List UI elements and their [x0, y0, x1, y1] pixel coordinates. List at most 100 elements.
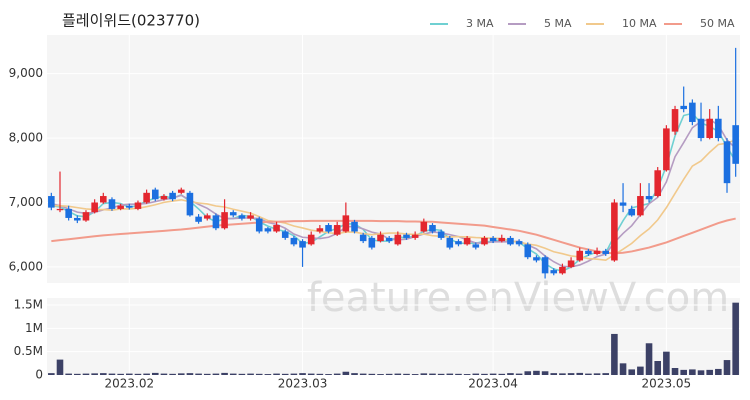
- volume-bar: [212, 373, 220, 375]
- volume-bar: [48, 373, 55, 375]
- ma-line: [51, 217, 736, 255]
- volume-bar: [507, 373, 514, 375]
- x-tick-label: 2023.02: [104, 377, 154, 391]
- volume-bar: [359, 373, 367, 375]
- candle-body: [593, 250, 601, 255]
- volume-bar: [455, 373, 462, 375]
- candle-body: [403, 234, 410, 238]
- volume-bar: [654, 361, 661, 375]
- volume-bar: [56, 359, 64, 375]
- volume-bar: [550, 373, 558, 375]
- volume-bar: [307, 373, 315, 375]
- volume-bar: [195, 373, 202, 375]
- candle-body: [515, 241, 523, 245]
- candle-body: [602, 250, 610, 255]
- candle-body: [368, 237, 376, 248]
- candle-body: [385, 237, 393, 242]
- candle-body: [325, 225, 332, 232]
- volume-bar: [706, 369, 713, 375]
- volume-bar: [472, 373, 480, 375]
- candle-body: [100, 196, 107, 203]
- volume-bar: [221, 372, 228, 375]
- candle-body: [411, 234, 419, 238]
- volume-bar: [247, 373, 254, 375]
- candle-body: [299, 241, 306, 248]
- candle-body: [203, 215, 211, 219]
- candle-body: [507, 237, 514, 245]
- volume-bar: [628, 369, 636, 375]
- y-tick-label: 0.5M: [14, 344, 43, 358]
- volume-bar: [316, 373, 324, 375]
- x-tick-label: 2023.03: [278, 377, 328, 391]
- candle-body: [489, 237, 497, 242]
- volume-bar: [732, 302, 739, 375]
- volume-bar: [645, 343, 653, 375]
- y-tick-label: 0: [35, 368, 43, 382]
- candle-body: [108, 199, 116, 209]
- candle-body: [481, 237, 488, 245]
- volume-bar: [723, 360, 731, 375]
- candle-body: [307, 234, 315, 245]
- x-tick-label: 2023.04: [468, 377, 518, 391]
- volume-bar: [524, 371, 532, 375]
- legend-label: 10 MA: [622, 17, 657, 30]
- ma-line: [51, 118, 737, 268]
- candle-body: [559, 266, 566, 274]
- volume-bar: [299, 373, 306, 375]
- volume-bar: [593, 373, 601, 375]
- volume-bar: [255, 373, 263, 375]
- volume-bar: [290, 373, 298, 375]
- volume-bar: [264, 374, 272, 375]
- volume-bar: [186, 373, 194, 375]
- candle-body: [567, 260, 575, 267]
- candle-body: [680, 105, 687, 110]
- candle-body: [394, 234, 402, 245]
- price-panel: [47, 35, 740, 283]
- candle-body: [524, 244, 532, 258]
- volume-bar: [273, 373, 280, 375]
- x-tick-label: 2023.05: [642, 377, 692, 391]
- volume-bar: [325, 374, 332, 375]
- candle-body: [160, 196, 168, 200]
- y-tick-label: 1.5M: [14, 298, 43, 312]
- candle-body: [619, 202, 627, 206]
- candle-body: [186, 192, 194, 216]
- candle-body: [195, 216, 202, 222]
- volume-bar: [333, 373, 341, 375]
- volume-bar: [342, 371, 350, 375]
- volume-bar: [134, 373, 142, 375]
- candle-body: [723, 141, 731, 184]
- volume-bar: [585, 373, 592, 375]
- volume-bar: [463, 374, 471, 375]
- candle-body: [342, 215, 350, 232]
- volume-bar: [229, 373, 237, 375]
- candle-body: [437, 231, 445, 238]
- volume-bar: [126, 373, 133, 375]
- candle-body: [637, 196, 644, 216]
- volume-bar: [394, 373, 402, 375]
- candle-body: [628, 208, 636, 216]
- ma-line: [51, 138, 736, 261]
- candle-body: [333, 225, 341, 235]
- y-tick-label: 7,000: [9, 195, 43, 209]
- volume-bar: [151, 372, 159, 375]
- candle-body: [126, 205, 133, 208]
- candle-body: [238, 215, 246, 219]
- volume-bar: [576, 372, 584, 375]
- candle-body: [576, 250, 584, 261]
- candle-body: [550, 270, 558, 274]
- candle-body: [429, 225, 436, 232]
- volume-bar: [74, 373, 81, 375]
- candle-body: [663, 128, 670, 171]
- candle-body: [446, 237, 454, 248]
- volume-bar: [368, 373, 376, 375]
- volume-bar: [238, 373, 246, 375]
- volume-bar: [82, 373, 90, 375]
- candle-body: [689, 102, 696, 122]
- volume-bar: [680, 369, 687, 375]
- candle-body: [533, 257, 540, 261]
- volume-bar: [602, 373, 610, 375]
- volume-panel: [47, 298, 740, 375]
- volume-bar: [429, 373, 436, 375]
